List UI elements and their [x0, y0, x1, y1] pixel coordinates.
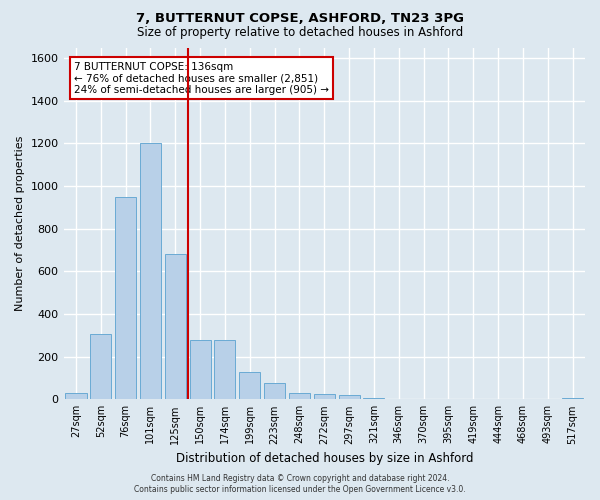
Bar [190, 340, 211, 400]
Bar [65, 393, 86, 400]
Bar [90, 334, 112, 400]
Bar [338, 395, 359, 400]
Bar [364, 398, 385, 400]
Bar [140, 144, 161, 400]
Y-axis label: Number of detached properties: Number of detached properties [15, 136, 25, 311]
Bar [239, 372, 260, 400]
Bar [214, 340, 235, 400]
Bar [264, 384, 285, 400]
Text: Size of property relative to detached houses in Ashford: Size of property relative to detached ho… [137, 26, 463, 39]
Text: 7 BUTTERNUT COPSE: 136sqm
← 76% of detached houses are smaller (2,851)
24% of se: 7 BUTTERNUT COPSE: 136sqm ← 76% of detac… [74, 62, 329, 95]
X-axis label: Distribution of detached houses by size in Ashford: Distribution of detached houses by size … [176, 452, 473, 465]
Text: Contains HM Land Registry data © Crown copyright and database right 2024.
Contai: Contains HM Land Registry data © Crown c… [134, 474, 466, 494]
Bar [165, 254, 186, 400]
Bar [388, 398, 409, 400]
Text: 7, BUTTERNUT COPSE, ASHFORD, TN23 3PG: 7, BUTTERNUT COPSE, ASHFORD, TN23 3PG [136, 12, 464, 26]
Bar [314, 394, 335, 400]
Bar [289, 393, 310, 400]
Bar [115, 197, 136, 400]
Bar [562, 398, 583, 400]
